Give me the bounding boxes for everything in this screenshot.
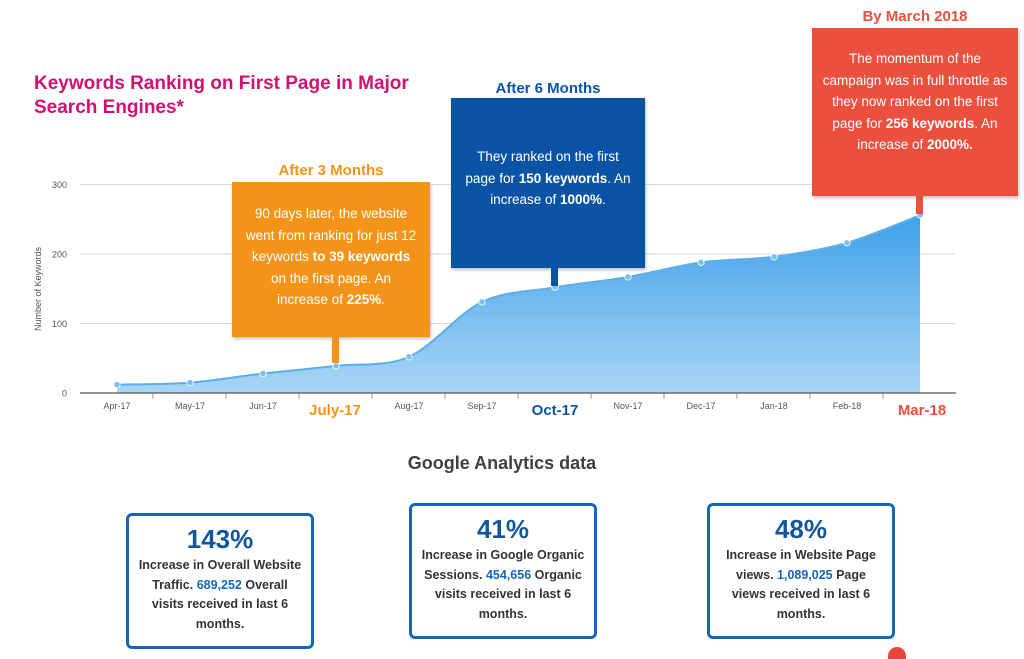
y-tick-label: 300 — [52, 180, 67, 190]
data-point-Jun-17[interactable] — [259, 369, 267, 378]
callout-three-months: 90 days later, the website went from ran… — [232, 182, 430, 337]
stat-description: Increase in Overall Website Traffic. 689… — [138, 558, 302, 631]
data-point-Dec-17[interactable] — [697, 258, 705, 266]
x-tick-label: Jun-17 — [249, 401, 277, 411]
data-point-Jan-18[interactable] — [770, 253, 778, 261]
stat-percent: 143% — [186, 524, 254, 554]
x-tick-label: Nov-17 — [613, 401, 642, 411]
area-fill — [117, 215, 920, 393]
stat-percent: 41% — [476, 514, 530, 544]
callout-three-months-pointer — [332, 337, 339, 363]
stat-description: Increase in Website Page views. 1,089,02… — [726, 548, 876, 621]
x-tick-label: Feb-18 — [833, 401, 862, 411]
month-label-oct-17: Oct-17 — [531, 402, 579, 419]
callout-six-months-heading: After 6 Months — [495, 80, 601, 97]
stat-percent: 48% — [774, 514, 828, 544]
data-point-Nov-17[interactable] — [624, 273, 632, 281]
data-point-Feb-18[interactable] — [843, 239, 851, 247]
data-point-July-17[interactable] — [332, 362, 340, 370]
chart-title: Keywords Ranking on First Page in Major … — [34, 73, 409, 118]
x-tick-label: Apr-17 — [103, 401, 130, 411]
corner-decoration — [888, 647, 906, 659]
month-label-mar-18: Mar-18 — [897, 402, 947, 419]
y-tick-label: 200 — [52, 250, 67, 260]
x-tick-label: Aug-17 — [394, 401, 423, 411]
stat-description: Increase in Google Organic Sessions. 454… — [421, 548, 585, 621]
stat-card-traffic: 143% Increase in Overall Website Traffic… — [126, 513, 314, 649]
callout-six-months: They ranked on the first page for 150 ke… — [451, 98, 645, 268]
stat-card-organic-sessions: 41% Increase in Google Organic Sessions.… — [409, 503, 597, 639]
stat-card-page-views: 48% Increase in Website Page views. 1,08… — [707, 503, 895, 639]
analytics-title: Google Analytics data — [407, 453, 597, 473]
month-label-july-17: July-17 — [309, 402, 361, 419]
y-axis-label: Number of Keywords — [33, 246, 43, 331]
data-point-Sep-17[interactable] — [478, 298, 486, 306]
callout-three-months-heading: After 3 Months — [278, 162, 384, 179]
keywords-area-chart: 0 100 200 300 Number of Keywords Apr-17 May-1… — [33, 180, 956, 411]
x-tick-label: Sep-17 — [467, 401, 496, 411]
x-tick-label: Jan-18 — [760, 401, 788, 411]
data-point-May-17[interactable] — [186, 378, 194, 387]
series-line — [116, 214, 921, 386]
x-tick-label: Dec-17 — [686, 401, 715, 411]
y-tick-label: 0 — [62, 389, 67, 399]
callout-six-months-pointer — [551, 268, 558, 286]
y-tick-label: 100 — [52, 319, 67, 329]
data-point-Apr-17[interactable] — [113, 381, 121, 389]
callout-march-2018-heading: By March 2018 — [862, 8, 968, 25]
callout-march-2018-pointer — [916, 196, 923, 214]
data-point-Aug-17[interactable] — [405, 353, 413, 361]
callout-march-2018: The momentum of the campaign was in full… — [812, 28, 1018, 196]
x-tick-label: May-17 — [175, 401, 205, 411]
